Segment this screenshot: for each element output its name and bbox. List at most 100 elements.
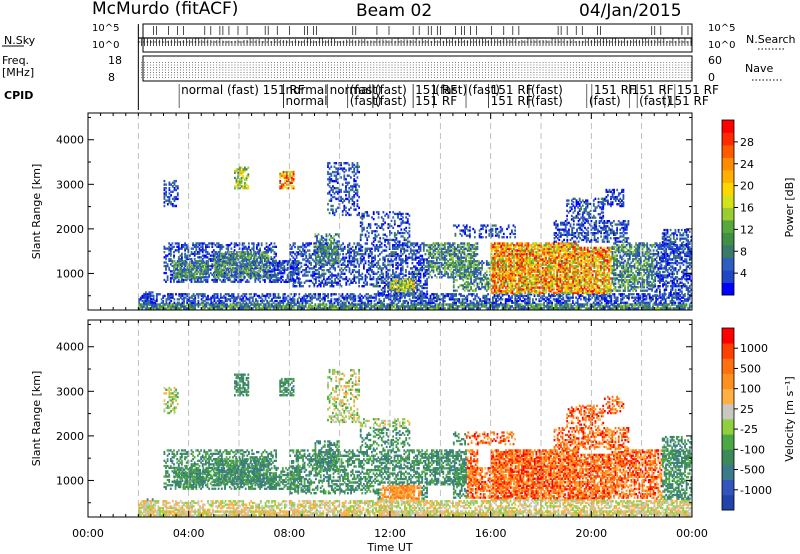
- range-cell: [482, 299, 485, 303]
- range-cell: [297, 278, 300, 282]
- range-cell: [342, 253, 344, 256]
- range-cell: [589, 305, 592, 308]
- range-cell: [628, 294, 630, 298]
- range-cell: [293, 280, 295, 283]
- range-cell: [308, 299, 310, 303]
- range-cell: [240, 270, 243, 274]
- range-cell: [267, 261, 269, 264]
- range-cell: [219, 305, 222, 308]
- range-cell: [303, 263, 306, 266]
- range-cell: [554, 298, 557, 301]
- range-cell: [229, 256, 232, 259]
- range-cell: [399, 299, 401, 303]
- range-cell: [264, 269, 267, 272]
- range-cell: [546, 305, 549, 308]
- range-cell: [345, 269, 348, 272]
- range-cell: [458, 305, 461, 308]
- range-cell: [588, 293, 590, 296]
- range-cell: [177, 251, 180, 254]
- range-cell: [189, 305, 192, 308]
- range-cell: [229, 265, 232, 268]
- range-cell: [283, 270, 286, 273]
- range-cell: [248, 276, 251, 279]
- range-cell: [220, 267, 222, 270]
- range-cell: [181, 245, 183, 248]
- range-cell: [184, 274, 187, 277]
- range-cell: [218, 254, 221, 258]
- range-cell: [168, 307, 171, 310]
- range-cell: [318, 283, 320, 286]
- range-cell: [159, 303, 161, 306]
- range-cell: [280, 305, 283, 308]
- range-cell: [192, 252, 194, 255]
- range-cell: [256, 303, 259, 306]
- range-cell: [564, 303, 566, 306]
- range-cell: [525, 298, 528, 301]
- range-cell: [226, 307, 229, 310]
- range-cell: [194, 276, 197, 279]
- range-cell: [207, 267, 209, 270]
- range-cell: [358, 281, 360, 284]
- range-cell: [175, 276, 177, 279]
- range-cell: [242, 258, 245, 261]
- range-cell: [401, 253, 404, 256]
- range-cell: [300, 253, 303, 256]
- range-cell: [498, 303, 501, 306]
- range-cell: [272, 270, 274, 273]
- range-cell: [281, 272, 284, 275]
- range-cell: [605, 299, 608, 303]
- range-cell: [477, 303, 480, 306]
- range-cell: [484, 303, 486, 306]
- range-cell: [450, 298, 453, 301]
- range-cell: [402, 294, 405, 298]
- range-cell: [400, 260, 402, 263]
- range-cell: [501, 303, 504, 306]
- range-cell: [328, 307, 331, 310]
- range-cell: [207, 294, 209, 298]
- range-cell: [305, 251, 308, 254]
- range-cell: [321, 265, 324, 268]
- range-cell: [194, 267, 197, 270]
- range-cell: [239, 254, 241, 258]
- range-cell: [424, 303, 427, 306]
- range-cell: [166, 263, 169, 266]
- range-cell: [671, 298, 673, 301]
- range-cell: [367, 260, 370, 263]
- range-cell: [138, 305, 141, 308]
- range-cell: [592, 303, 595, 306]
- range-cell: [232, 261, 235, 265]
- range-cell: [176, 263, 179, 266]
- range-cell: [272, 268, 274, 271]
- range-cell: [588, 299, 590, 303]
- range-cell: [367, 253, 370, 256]
- range-cell: [508, 294, 510, 298]
- range-cell: [588, 296, 590, 299]
- range-cell: [316, 255, 318, 259]
- range-cell: [176, 298, 179, 301]
- range-cell: [234, 298, 237, 301]
- range-cell: [295, 251, 298, 254]
- range-cell: [677, 298, 680, 301]
- range-cell: [305, 245, 308, 249]
- range-cell: [411, 294, 414, 297]
- range-cell: [436, 307, 438, 310]
- range-cell: [320, 243, 323, 246]
- range-cell: [511, 301, 513, 304]
- range-cell: [200, 269, 203, 272]
- range-cell: [642, 298, 645, 301]
- range-cell: [256, 257, 258, 261]
- range-cell: [213, 272, 216, 275]
- range-cell: [384, 296, 387, 299]
- range-cell: [471, 294, 473, 298]
- range-cell: [325, 238, 328, 241]
- range-cell: [398, 245, 401, 249]
- range-cell: [382, 286, 385, 290]
- range-cell: [354, 303, 357, 306]
- range-cell: [215, 260, 218, 263]
- range-cell: [358, 244, 360, 247]
- range-cell: [317, 298, 320, 301]
- range-cell: [400, 292, 402, 295]
- range-cell: [180, 260, 182, 263]
- range-cell: [396, 254, 399, 258]
- range-cell: [197, 296, 200, 299]
